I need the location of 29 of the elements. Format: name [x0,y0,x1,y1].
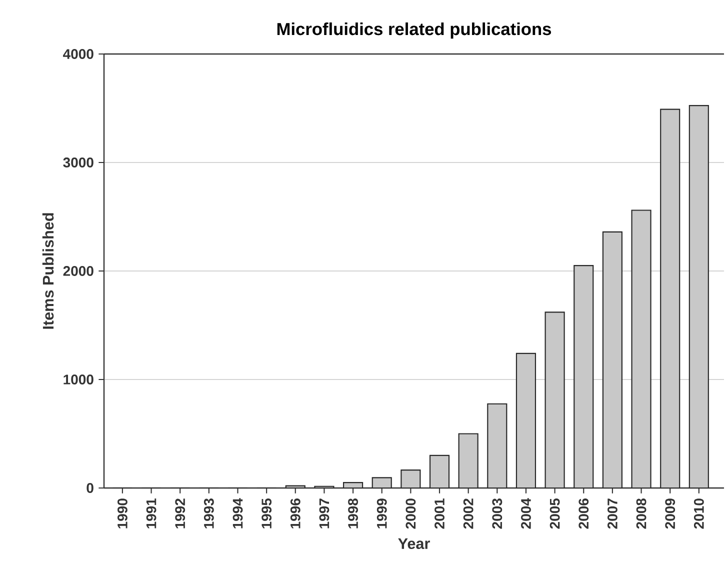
x-tick-label: 1998 [348,498,358,528]
x-tick-label: 2009 [665,498,676,529]
x-tick-label: 2006 [578,498,589,529]
x-tick-label: 2010 [694,498,704,529]
x-tick-label: 1996 [290,498,300,528]
x-tick-label: 2001 [434,498,444,529]
x-tick-label: 2002 [463,498,474,529]
x-tick-label: 1995 [262,498,272,528]
x-axis-title: Year [398,538,430,550]
chart-title: Microfluidics related publications [277,22,552,39]
x-tick-label: 2005 [550,498,560,529]
y-tick-label: 4000 [63,49,94,59]
x-tick-label: 1990 [118,498,128,528]
y-tick-label: 0 [86,483,94,493]
x-tick-label: 1997 [319,498,330,528]
x-tick-label: 2008 [636,498,646,529]
x-tick-label: 2004 [521,498,531,529]
x-tick-label: 2003 [492,498,502,529]
y-axis-title: Items Published [42,213,54,329]
y-tick-label: 1000 [64,374,94,384]
x-tick-label: 2000 [406,498,416,529]
y-tick-label: 3000 [63,158,94,168]
x-tick-label: 1993 [204,498,214,528]
x-tick-label: 1994 [232,498,243,528]
y-tick-label: 2000 [63,266,94,276]
x-tick-label: 1991 [146,498,156,528]
x-tick-label: 2007 [608,498,618,529]
x-tick-label: 1999 [376,498,387,528]
x-tick-label: 1992 [175,498,186,528]
